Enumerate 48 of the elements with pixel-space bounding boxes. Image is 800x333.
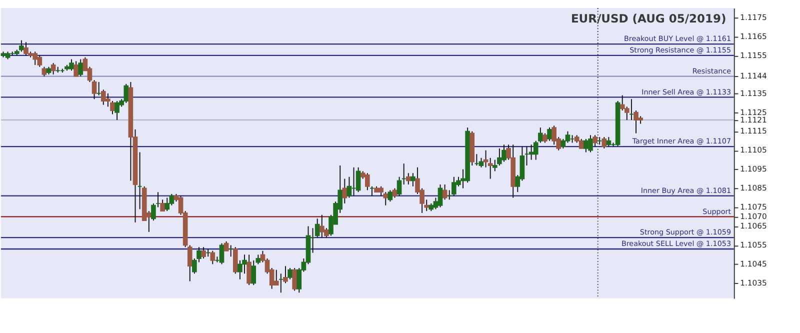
y-tick-label: 1.1095 xyxy=(740,164,768,174)
candlestick xyxy=(251,260,256,286)
y-tick-label: 1.1055 xyxy=(740,240,768,250)
y-tick-label: 1.1035 xyxy=(740,278,768,288)
candlestick xyxy=(547,127,552,142)
y-tick-label: 1.1075 xyxy=(740,202,768,212)
y-tick-label: 1.1070 xyxy=(740,212,768,222)
candlestick xyxy=(578,138,584,149)
y-tick-label: 1.1175 xyxy=(740,12,768,22)
candlestick xyxy=(392,188,398,198)
chart-title: EUR/USD (AUG 05/2019) xyxy=(570,11,726,26)
candlestick xyxy=(346,176,352,198)
candlestick xyxy=(78,58,84,77)
candlestick xyxy=(210,250,216,265)
candlestick xyxy=(42,66,47,77)
candlestick xyxy=(24,42,28,56)
candlestick xyxy=(438,184,443,208)
candlestick xyxy=(602,136,607,149)
candlestick xyxy=(256,254,261,265)
candlestick xyxy=(606,136,612,148)
candlestick xyxy=(74,60,78,77)
candlestick xyxy=(396,176,402,196)
candlestick xyxy=(246,254,252,286)
candlestick xyxy=(219,242,224,265)
y-tick-label: 1.1125 xyxy=(740,108,768,117)
candlestick xyxy=(292,267,297,292)
y-tick-label: 1.1144 xyxy=(740,72,768,81)
y-tick-label: 1.1045 xyxy=(740,260,768,269)
candlestick xyxy=(565,130,570,144)
y-tick-label: 1.1105 xyxy=(740,146,768,155)
candlestick xyxy=(50,62,56,75)
candlestick xyxy=(201,246,206,259)
candlestick xyxy=(388,190,393,202)
candlestick xyxy=(560,138,566,149)
candlestick xyxy=(442,184,448,200)
y-tick-label: 1.1065 xyxy=(740,222,768,231)
y-tick-label: 1.1085 xyxy=(740,184,768,193)
y-tick-label: 1.1165 xyxy=(740,32,768,41)
candlestick xyxy=(356,166,361,193)
y-tick-label: 1.1121 xyxy=(740,115,768,124)
candlestick xyxy=(92,80,97,100)
y-tick-label: 1.1135 xyxy=(740,88,768,98)
y-tick-label: 1.1115 xyxy=(740,126,768,136)
candlestick xyxy=(164,197,170,212)
y-tick-label: 1.1155 xyxy=(740,50,768,60)
candlestick xyxy=(478,157,484,168)
candlestick xyxy=(288,267,292,280)
candlestick xyxy=(224,240,229,252)
